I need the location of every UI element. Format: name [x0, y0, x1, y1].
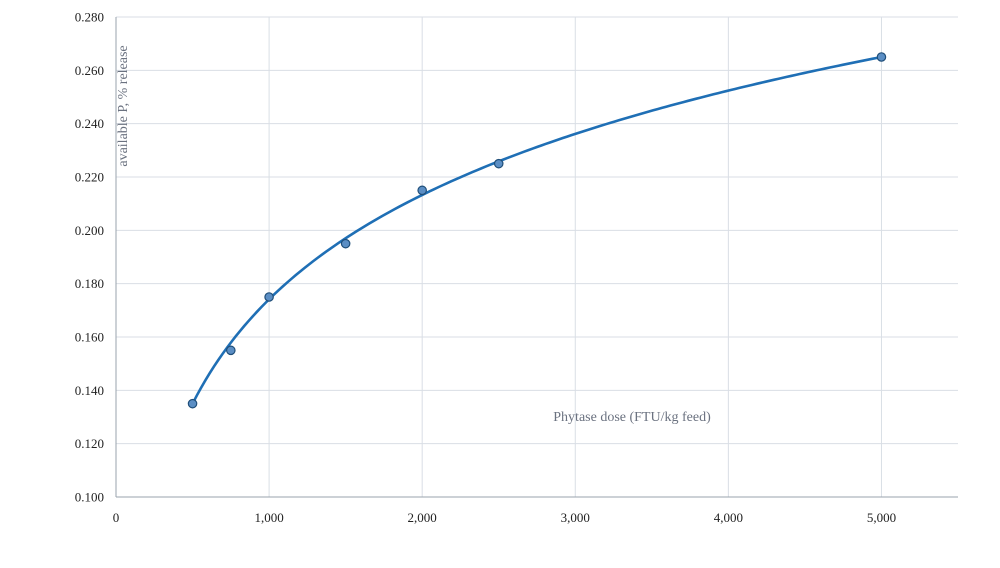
y-tick-label: 0.120 [75, 436, 104, 451]
y-tick-label: 0.260 [75, 63, 104, 78]
y-tick-label: 0.220 [75, 170, 104, 185]
x-tick-label: 1,000 [254, 510, 283, 525]
y-tick-label: 0.160 [75, 330, 104, 345]
data-points [187, 52, 887, 409]
data-point [264, 292, 274, 302]
data-point [187, 398, 198, 409]
x-tick-label: 0 [113, 510, 120, 525]
y-axis-title: available P, % release [116, 45, 131, 166]
x-tick-label: 4,000 [714, 510, 743, 525]
trendline [191, 55, 883, 405]
labels: Phytase dose (FTU/kg feed) available P, … [75, 10, 896, 526]
axes [115, 17, 958, 498]
x-tick-label: 2,000 [408, 510, 437, 525]
data-point [340, 238, 351, 249]
data-point [876, 52, 887, 62]
y-tick-label: 0.100 [75, 490, 104, 505]
trendline-group [191, 55, 883, 405]
y-tick-label: 0.280 [75, 10, 104, 25]
x-axis-title: Phytase dose (FTU/kg feed) [553, 410, 711, 425]
data-point [493, 158, 504, 169]
x-tick-label: 3,000 [561, 510, 590, 525]
y-tick-label: 0.240 [75, 116, 104, 131]
grid [116, 16, 958, 498]
y-tick-label: 0.140 [75, 383, 104, 398]
x-tick-label: 5,000 [867, 510, 896, 525]
y-tick-label: 0.180 [75, 276, 104, 291]
data-point [417, 185, 427, 196]
data-point [226, 345, 236, 356]
y-tick-label: 0.200 [75, 223, 104, 238]
